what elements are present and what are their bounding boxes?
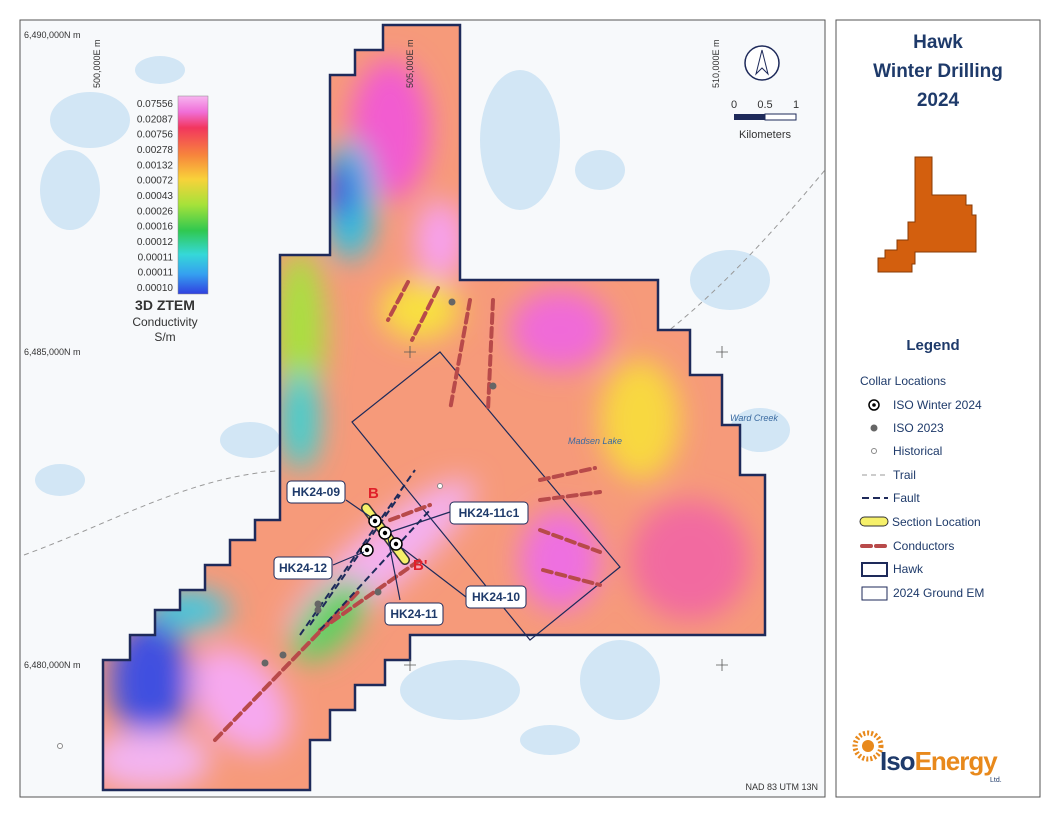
title-line: 2024 (917, 90, 960, 111)
north-arrow (755, 49, 769, 76)
hawk-boundary (101, 23, 767, 792)
ground-em-outline (351, 351, 621, 641)
logo-suffix: Ltd. (990, 777, 1002, 784)
historical-collar (437, 483, 443, 489)
legend-label: Conductors (893, 539, 954, 553)
colorbar-unit: S/m (154, 330, 175, 344)
colorbar-label: 0.00012 (137, 237, 174, 248)
scale-tick: 1 (793, 99, 799, 111)
northing-label: 6,490,000N m (24, 30, 81, 40)
legend-label: 2024 Ground EM (893, 586, 984, 600)
legend-label: Hawk (893, 562, 924, 576)
easting-label: 505,000E m (405, 39, 415, 88)
panel-title: Hawk Winter Drilling 2024 (873, 32, 1003, 111)
logo-text: IsoEnergy (880, 746, 998, 776)
winter-2024-collars (360, 514, 403, 557)
legend-label: Fault (893, 491, 920, 505)
title-line: Winter Drilling (873, 61, 1003, 82)
logo-name: Energy (915, 746, 999, 776)
callouts: HK24-09 HK24-11c1 HK24-12 HK24-10 HK24-11 (273, 480, 529, 626)
grid-crosses (404, 346, 728, 671)
place-label: Ward Creek (730, 413, 778, 423)
northing-label: 6,485,000N m (24, 347, 81, 357)
scale-unit: Kilometers (739, 129, 791, 141)
scale-bar (734, 114, 765, 120)
section-label: B (368, 485, 379, 502)
legend-label: ISO Winter 2024 (893, 398, 982, 412)
colorbar-labels: 0.07556 0.02087 0.00756 0.00278 0.00132 0.000… (137, 99, 174, 294)
conductors (213, 280, 602, 742)
title-line: Hawk (913, 32, 963, 53)
iso-2023-collars (261, 298, 497, 667)
drillhole-label: HK24-10 (472, 590, 520, 604)
legend-label: Historical (893, 444, 942, 458)
legend-label: Section Location (892, 515, 981, 529)
place-label: Madsen Lake (568, 436, 622, 446)
drillhole-label: HK24-12 (279, 561, 327, 575)
colorbar-title: 3D ZTEM (135, 297, 195, 313)
callout-box (273, 556, 333, 580)
colorbar-label: 0.00756 (137, 130, 174, 141)
colorbar-label: 0.00278 (137, 145, 174, 156)
section-label: B' (413, 557, 427, 574)
northing-label: 6,480,000N m (24, 660, 81, 670)
scale-tick: 0 (731, 99, 737, 111)
callout-box (449, 501, 529, 525)
historical-collar (57, 743, 63, 749)
scale-tick: 0.5 (757, 99, 772, 111)
easting-label: 500,000E m (92, 39, 102, 88)
drillhole-label: HK24-11c1 (459, 506, 520, 520)
colorbar-label: 0.02087 (137, 114, 174, 125)
logo: IsoEnergy Ltd. (852, 730, 1002, 784)
lakes (35, 56, 790, 755)
callout-box (384, 602, 444, 626)
logo-prefix: Iso (880, 746, 915, 776)
legend-items: ISO Winter 2024 ISO 2023 Historical Trail Fa… (892, 398, 984, 600)
colorbar-label: 0.00011 (138, 268, 174, 279)
drillhole-label: HK24-11 (390, 607, 438, 621)
legend-symbols (859, 399, 890, 601)
scale-bar (764, 113, 797, 121)
colorbar-label: 0.07556 (137, 99, 174, 110)
datum: NAD 83 UTM 13N (745, 782, 818, 792)
colorbar-label: 0.00043 (137, 191, 174, 202)
easting-label: 510,000E m (711, 39, 721, 88)
colorbar-label: 0.00072 (137, 176, 174, 187)
colorbar-label: 0.00011 (138, 252, 174, 263)
inset-shape (877, 156, 977, 273)
colorbar-subtitle: Conductivity (132, 315, 197, 329)
legend-title: Legend (906, 337, 959, 354)
legend-label: Trail (893, 468, 916, 482)
callout-leaders (332, 499, 467, 601)
colorbar-label: 0.00132 (137, 160, 174, 171)
drillhole-label: HK24-09 (292, 485, 340, 499)
legend-label: ISO 2023 (893, 421, 944, 435)
legend-group: Collar Locations (860, 374, 946, 388)
colorbar (177, 95, 209, 295)
callout-box (465, 585, 527, 609)
callout-box (286, 480, 346, 504)
colorbar-label: 0.00026 (137, 206, 174, 217)
colorbar-label: 0.00010 (137, 283, 174, 294)
colorbar-label: 0.00016 (137, 222, 174, 233)
